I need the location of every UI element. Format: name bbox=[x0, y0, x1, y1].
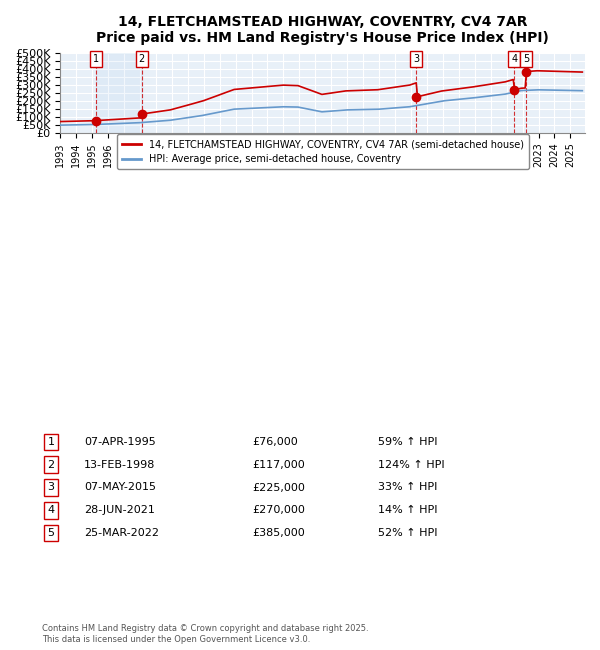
Text: 25-MAR-2022: 25-MAR-2022 bbox=[84, 528, 159, 538]
Text: 4: 4 bbox=[511, 54, 517, 64]
Text: 4: 4 bbox=[47, 505, 55, 515]
Bar bbox=[96, 53, 142, 133]
Text: 13-FEB-1998: 13-FEB-1998 bbox=[84, 460, 155, 470]
Text: 124% ↑ HPI: 124% ↑ HPI bbox=[378, 460, 445, 470]
Text: 07-MAY-2015: 07-MAY-2015 bbox=[84, 482, 156, 493]
Text: Contains HM Land Registry data © Crown copyright and database right 2025.
This d: Contains HM Land Registry data © Crown c… bbox=[42, 624, 368, 644]
Legend: 14, FLETCHAMSTEAD HIGHWAY, COVENTRY, CV4 7AR (semi-detached house), HPI: Average: 14, FLETCHAMSTEAD HIGHWAY, COVENTRY, CV4… bbox=[116, 135, 529, 169]
Text: £385,000: £385,000 bbox=[252, 528, 305, 538]
Text: 52% ↑ HPI: 52% ↑ HPI bbox=[378, 528, 437, 538]
Text: 33% ↑ HPI: 33% ↑ HPI bbox=[378, 482, 437, 493]
Text: 2: 2 bbox=[47, 460, 55, 470]
Title: 14, FLETCHAMSTEAD HIGHWAY, COVENTRY, CV4 7AR
Price paid vs. HM Land Registry's H: 14, FLETCHAMSTEAD HIGHWAY, COVENTRY, CV4… bbox=[96, 15, 549, 46]
Text: 07-APR-1995: 07-APR-1995 bbox=[84, 437, 156, 447]
Text: £117,000: £117,000 bbox=[252, 460, 305, 470]
Text: £76,000: £76,000 bbox=[252, 437, 298, 447]
Text: 3: 3 bbox=[413, 54, 419, 64]
Text: £270,000: £270,000 bbox=[252, 505, 305, 515]
Text: 1: 1 bbox=[93, 54, 100, 64]
Text: 3: 3 bbox=[47, 482, 55, 493]
Text: 2: 2 bbox=[139, 54, 145, 64]
Text: 1: 1 bbox=[47, 437, 55, 447]
Text: 28-JUN-2021: 28-JUN-2021 bbox=[84, 505, 155, 515]
Text: £225,000: £225,000 bbox=[252, 482, 305, 493]
Text: 5: 5 bbox=[523, 54, 529, 64]
Text: 14% ↑ HPI: 14% ↑ HPI bbox=[378, 505, 437, 515]
Text: 59% ↑ HPI: 59% ↑ HPI bbox=[378, 437, 437, 447]
Text: 5: 5 bbox=[47, 528, 55, 538]
